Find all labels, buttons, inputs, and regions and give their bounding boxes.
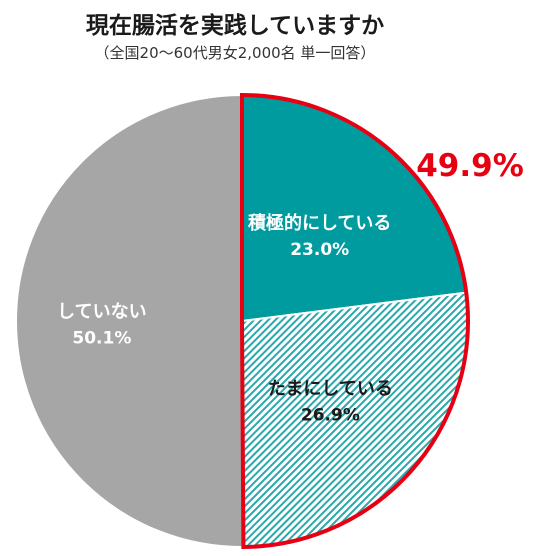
chart-title: 現在腸活を実践していますか: [85, 13, 385, 39]
highlight-total-label: 49.9%: [416, 148, 524, 184]
slice-3-value-label: 50.1%: [72, 328, 131, 348]
slice-2-value-label: 26.9%: [301, 405, 360, 425]
slice-1-wedge: [241, 93, 468, 323]
slice-1-label: 積極的にしている: [247, 212, 391, 234]
highlight-outline: [240, 92, 471, 550]
chart-subtitle: （全国20～60代男女2,000名 単一回答）: [94, 44, 376, 62]
slice-1-value-label: 23.0%: [290, 240, 349, 260]
slice-3-label: していない: [57, 301, 146, 322]
slice-3-wedge: [15, 93, 245, 548]
slice-2-label: たまにしている: [268, 378, 393, 399]
